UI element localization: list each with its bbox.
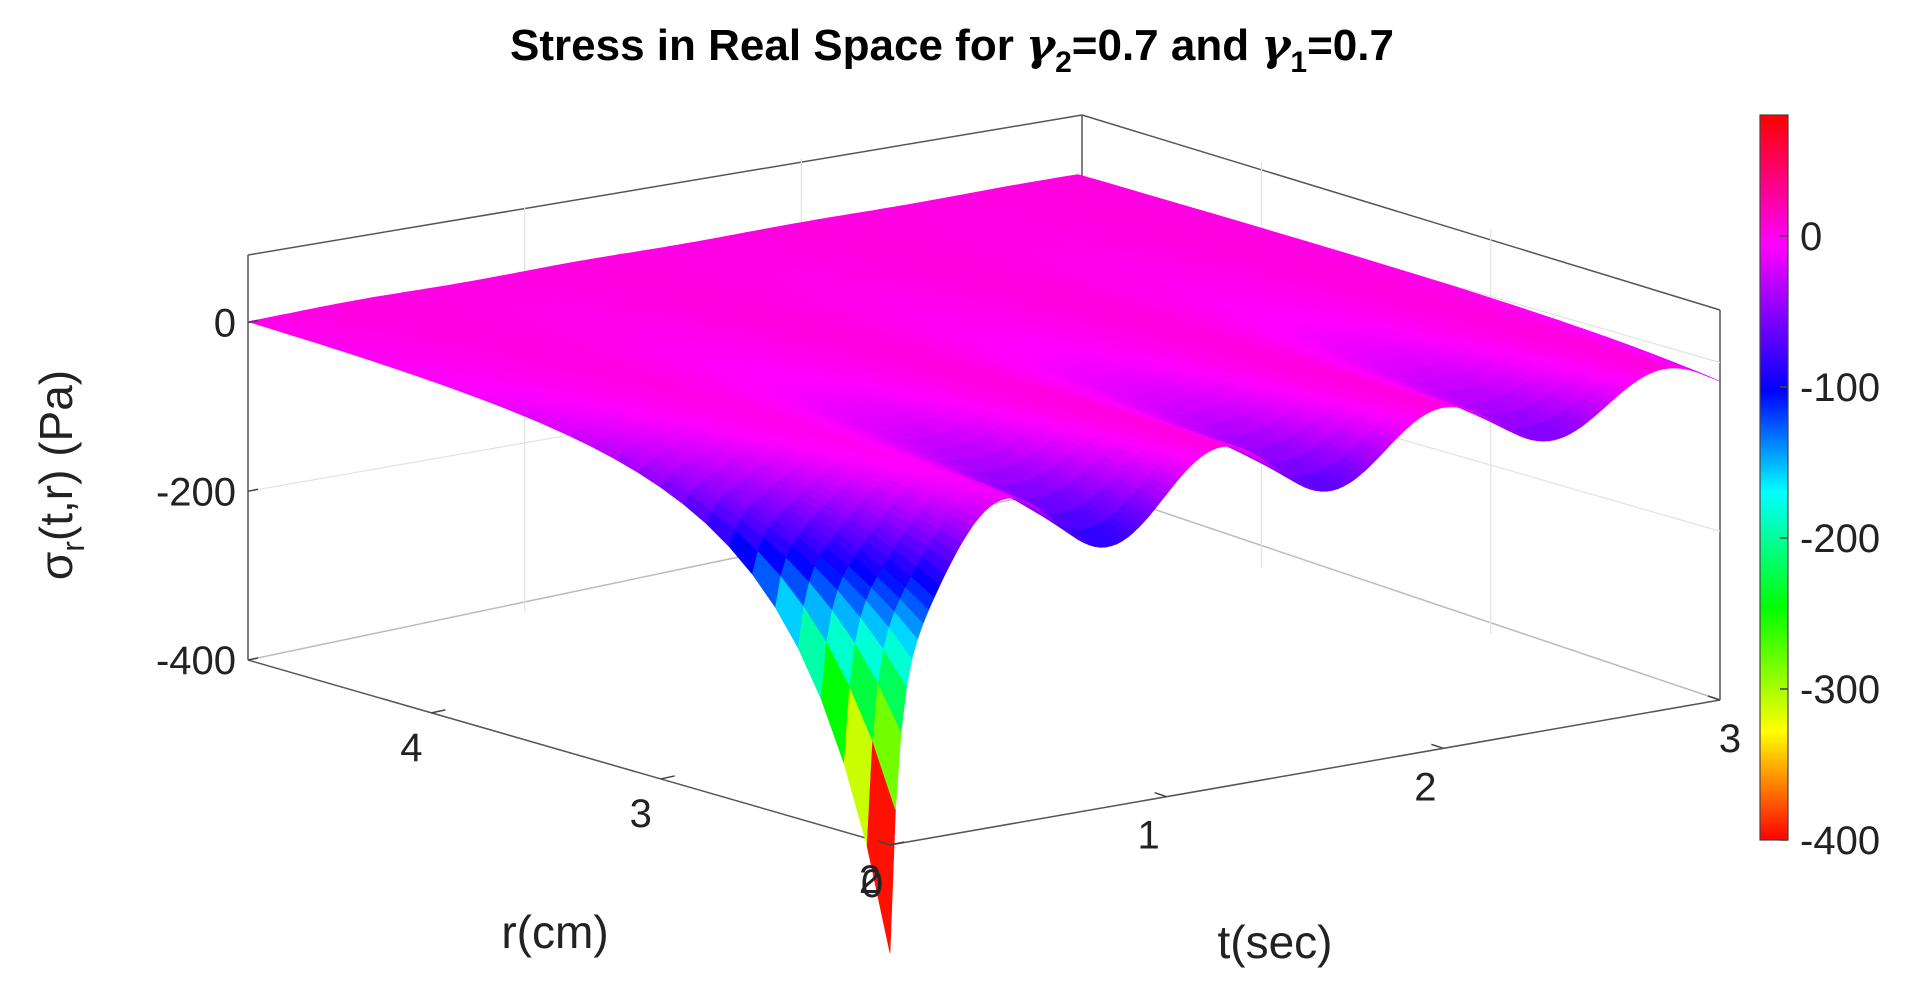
axis-edge-top-left [247,114,1083,256]
x-axis-label: t(sec) [1218,916,1333,968]
z-axis-label: σr(t,r) (Pa) [30,370,91,580]
colorbar [1759,114,1789,841]
colorbar-tick-label: -100 [1800,366,1880,410]
z-tick-label: -400 [156,639,236,683]
y-tick-label: 4 [400,726,422,770]
colorbar-tick-group: 0 -100 -200 -300 -400 [1780,215,1880,863]
z-tick-label: 0 [214,302,236,346]
x-tick-mark [1707,695,1721,701]
y-tick-label: 3 [630,792,652,836]
x-tick-label: 1 [1138,814,1160,858]
y-tick-label: 2 [859,858,881,902]
z-tick-mark [247,488,259,492]
y-tick-mark [431,709,446,714]
axes-box [247,114,1721,846]
colorbar-tick-label: 0 [1800,215,1822,259]
z-tick-label: -200 [156,470,236,514]
colorbar-tick-label: -300 [1800,668,1880,712]
y-tick-mark [889,841,905,846]
y-axis-label: r(cm) [501,906,608,958]
z-tick-mark [247,319,259,324]
colorbar-tick-label: -200 [1800,517,1880,561]
chart-title: Stress in Real Space for γ2=0.7 and γ1=0… [510,20,1394,79]
x-tick-mark [1154,791,1167,798]
axis-edge-top-right [1081,114,1721,311]
colorbar-tick-label: -400 [1800,819,1880,863]
x-tick-group: 0 1 2 3 [861,695,1741,906]
z-tick-group: -400 -200 0 [156,302,259,683]
x-tick-label: 3 [1719,717,1741,761]
y-tick-group: 2 3 4 [400,709,905,902]
y-tick-mark [660,775,675,780]
floor-back-right [1081,484,1721,701]
x-tick-mark [1431,743,1444,750]
z-tick-mark [247,657,259,661]
surface-patch [1691,369,1721,382]
y-axis-line [247,659,891,846]
x-tick-mark [877,840,891,846]
stress-surface [247,174,1721,954]
x-tick-label: 2 [1414,765,1436,809]
x-axis-line [889,699,1721,846]
x-tick-label: 0 [861,862,883,906]
